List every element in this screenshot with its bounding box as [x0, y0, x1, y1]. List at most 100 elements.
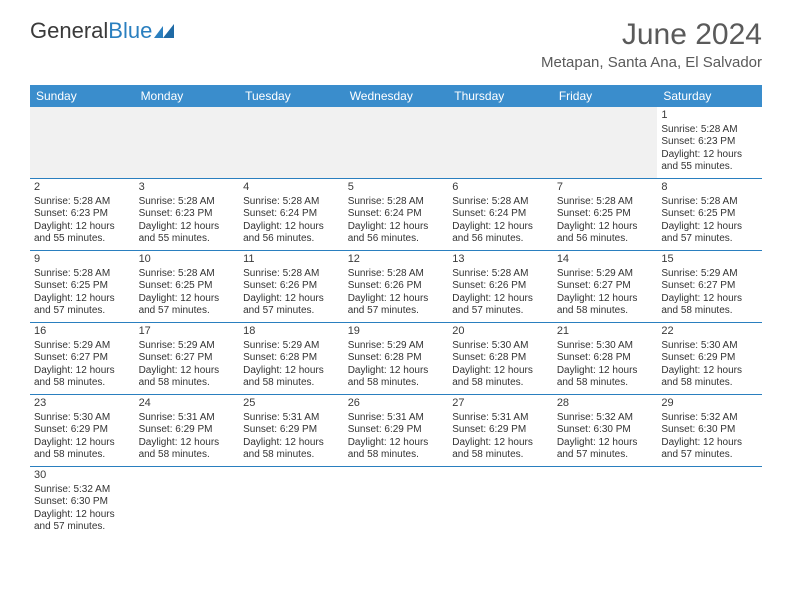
sunset-line: Sunset: 6:25 PM: [139, 280, 236, 293]
daylight-line: Daylight: 12 hours and 57 minutes.: [557, 437, 654, 462]
calendar-row: 1Sunrise: 5:28 AMSunset: 6:23 PMDaylight…: [30, 107, 762, 178]
sunset-line: Sunset: 6:24 PM: [243, 208, 340, 221]
sunset-line: Sunset: 6:28 PM: [348, 352, 445, 365]
calendar-cell: [553, 466, 658, 538]
calendar-cell: 9Sunrise: 5:28 AMSunset: 6:25 PMDaylight…: [30, 250, 135, 322]
calendar-cell: 28Sunrise: 5:32 AMSunset: 6:30 PMDayligh…: [553, 394, 658, 466]
sunrise-line: Sunrise: 5:31 AM: [348, 412, 445, 425]
daylight-line: Daylight: 12 hours and 56 minutes.: [243, 221, 340, 246]
sunrise-line: Sunrise: 5:31 AM: [243, 412, 340, 425]
weekday-header: Thursday: [448, 85, 553, 107]
sunset-line: Sunset: 6:27 PM: [139, 352, 236, 365]
calendar-cell: [448, 466, 553, 538]
sunrise-line: Sunrise: 5:28 AM: [661, 124, 758, 137]
calendar-cell: [448, 107, 553, 178]
calendar-cell: 11Sunrise: 5:28 AMSunset: 6:26 PMDayligh…: [239, 250, 344, 322]
calendar-cell: 6Sunrise: 5:28 AMSunset: 6:24 PMDaylight…: [448, 178, 553, 250]
sunset-line: Sunset: 6:29 PM: [452, 424, 549, 437]
day-number: 23: [34, 397, 131, 411]
calendar-row: 16Sunrise: 5:29 AMSunset: 6:27 PMDayligh…: [30, 322, 762, 394]
sunrise-line: Sunrise: 5:29 AM: [557, 268, 654, 281]
sunrise-line: Sunrise: 5:30 AM: [452, 340, 549, 353]
daylight-line: Daylight: 12 hours and 57 minutes.: [348, 293, 445, 318]
day-number: 30: [34, 469, 131, 483]
sunrise-line: Sunrise: 5:29 AM: [139, 340, 236, 353]
sunset-line: Sunset: 6:30 PM: [557, 424, 654, 437]
sunset-line: Sunset: 6:28 PM: [557, 352, 654, 365]
calendar-cell: 4Sunrise: 5:28 AMSunset: 6:24 PMDaylight…: [239, 178, 344, 250]
sunrise-line: Sunrise: 5:28 AM: [139, 268, 236, 281]
calendar-body: 1Sunrise: 5:28 AMSunset: 6:23 PMDaylight…: [30, 107, 762, 538]
sunrise-line: Sunrise: 5:28 AM: [243, 196, 340, 209]
calendar-cell: [553, 107, 658, 178]
day-number: 6: [452, 181, 549, 195]
calendar-cell: 16Sunrise: 5:29 AMSunset: 6:27 PMDayligh…: [30, 322, 135, 394]
daylight-line: Daylight: 12 hours and 56 minutes.: [452, 221, 549, 246]
daylight-line: Daylight: 12 hours and 55 minutes.: [661, 149, 758, 174]
sunrise-line: Sunrise: 5:28 AM: [557, 196, 654, 209]
sunset-line: Sunset: 6:25 PM: [661, 208, 758, 221]
daylight-line: Daylight: 12 hours and 58 minutes.: [557, 365, 654, 390]
sunset-line: Sunset: 6:24 PM: [348, 208, 445, 221]
day-number: 12: [348, 253, 445, 267]
sunrise-line: Sunrise: 5:31 AM: [139, 412, 236, 425]
sunrise-line: Sunrise: 5:30 AM: [557, 340, 654, 353]
sunset-line: Sunset: 6:26 PM: [348, 280, 445, 293]
calendar-table: SundayMondayTuesdayWednesdayThursdayFrid…: [30, 85, 762, 538]
day-number: 19: [348, 325, 445, 339]
day-number: 20: [452, 325, 549, 339]
calendar-cell: 3Sunrise: 5:28 AMSunset: 6:23 PMDaylight…: [135, 178, 240, 250]
day-number: 26: [348, 397, 445, 411]
sunset-line: Sunset: 6:30 PM: [34, 496, 131, 509]
daylight-line: Daylight: 12 hours and 58 minutes.: [34, 365, 131, 390]
day-number: 21: [557, 325, 654, 339]
day-number: 2: [34, 181, 131, 195]
calendar-cell: 8Sunrise: 5:28 AMSunset: 6:25 PMDaylight…: [657, 178, 762, 250]
sunrise-line: Sunrise: 5:29 AM: [348, 340, 445, 353]
sunset-line: Sunset: 6:27 PM: [661, 280, 758, 293]
calendar-cell: [135, 466, 240, 538]
sunrise-line: Sunrise: 5:28 AM: [452, 196, 549, 209]
sunrise-line: Sunrise: 5:30 AM: [661, 340, 758, 353]
sunset-line: Sunset: 6:29 PM: [243, 424, 340, 437]
sunset-line: Sunset: 6:23 PM: [661, 136, 758, 149]
calendar-cell: 18Sunrise: 5:29 AMSunset: 6:28 PMDayligh…: [239, 322, 344, 394]
sunset-line: Sunset: 6:29 PM: [139, 424, 236, 437]
daylight-line: Daylight: 12 hours and 57 minutes.: [452, 293, 549, 318]
day-number: 22: [661, 325, 758, 339]
daylight-line: Daylight: 12 hours and 55 minutes.: [139, 221, 236, 246]
sunset-line: Sunset: 6:23 PM: [139, 208, 236, 221]
sunrise-line: Sunrise: 5:30 AM: [34, 412, 131, 425]
daylight-line: Daylight: 12 hours and 58 minutes.: [243, 437, 340, 462]
weekday-header: Sunday: [30, 85, 135, 107]
daylight-line: Daylight: 12 hours and 58 minutes.: [139, 365, 236, 390]
calendar-cell: [344, 107, 449, 178]
calendar-cell: 21Sunrise: 5:30 AMSunset: 6:28 PMDayligh…: [553, 322, 658, 394]
calendar-cell: 24Sunrise: 5:31 AMSunset: 6:29 PMDayligh…: [135, 394, 240, 466]
sunrise-line: Sunrise: 5:31 AM: [452, 412, 549, 425]
sunrise-line: Sunrise: 5:28 AM: [452, 268, 549, 281]
calendar-cell: 5Sunrise: 5:28 AMSunset: 6:24 PMDaylight…: [344, 178, 449, 250]
calendar-row: 23Sunrise: 5:30 AMSunset: 6:29 PMDayligh…: [30, 394, 762, 466]
sunrise-line: Sunrise: 5:29 AM: [34, 340, 131, 353]
day-number: 27: [452, 397, 549, 411]
daylight-line: Daylight: 12 hours and 57 minutes.: [243, 293, 340, 318]
calendar-row: 2Sunrise: 5:28 AMSunset: 6:23 PMDaylight…: [30, 178, 762, 250]
sunset-line: Sunset: 6:25 PM: [34, 280, 131, 293]
calendar-cell: 7Sunrise: 5:28 AMSunset: 6:25 PMDaylight…: [553, 178, 658, 250]
sunrise-line: Sunrise: 5:28 AM: [243, 268, 340, 281]
daylight-line: Daylight: 12 hours and 57 minutes.: [34, 293, 131, 318]
daylight-line: Daylight: 12 hours and 58 minutes.: [452, 365, 549, 390]
calendar-cell: [239, 466, 344, 538]
sunrise-line: Sunrise: 5:32 AM: [34, 484, 131, 497]
weekday-header: Monday: [135, 85, 240, 107]
daylight-line: Daylight: 12 hours and 57 minutes.: [661, 437, 758, 462]
calendar-cell: 26Sunrise: 5:31 AMSunset: 6:29 PMDayligh…: [344, 394, 449, 466]
weekday-header: Saturday: [657, 85, 762, 107]
calendar-cell: 20Sunrise: 5:30 AMSunset: 6:28 PMDayligh…: [448, 322, 553, 394]
sunrise-line: Sunrise: 5:28 AM: [34, 268, 131, 281]
calendar-cell: 29Sunrise: 5:32 AMSunset: 6:30 PMDayligh…: [657, 394, 762, 466]
calendar-row: 9Sunrise: 5:28 AMSunset: 6:25 PMDaylight…: [30, 250, 762, 322]
calendar-cell: 27Sunrise: 5:31 AMSunset: 6:29 PMDayligh…: [448, 394, 553, 466]
calendar-cell: 25Sunrise: 5:31 AMSunset: 6:29 PMDayligh…: [239, 394, 344, 466]
